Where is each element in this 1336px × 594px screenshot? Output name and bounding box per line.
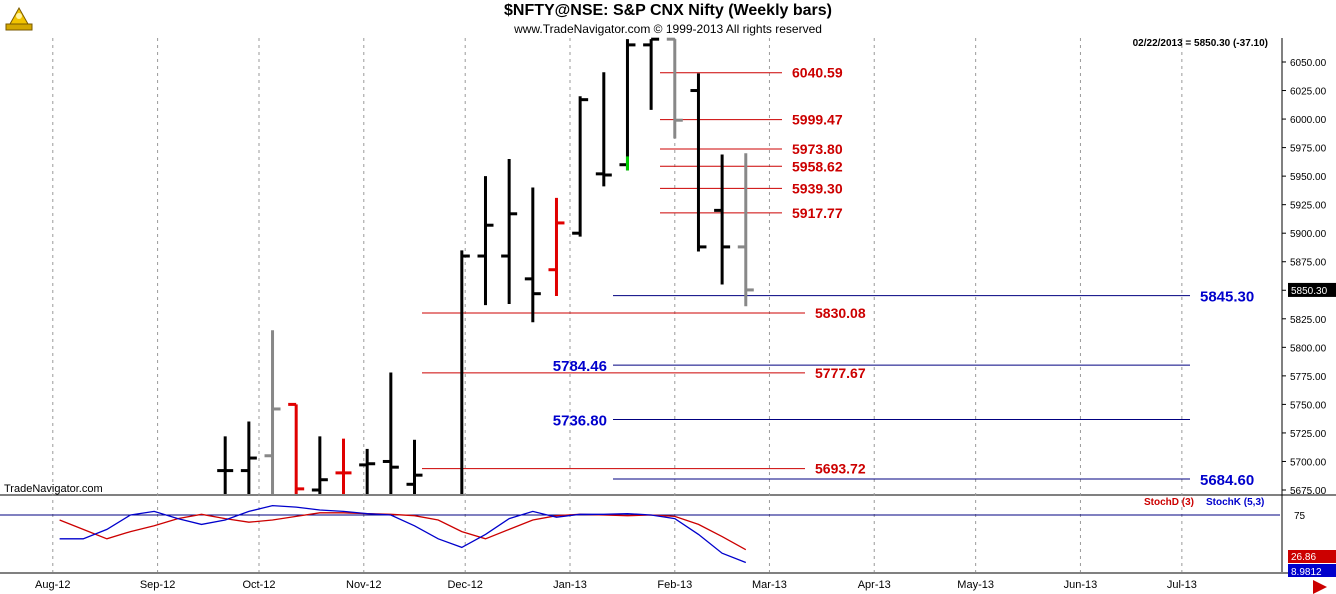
y-tick-label: 5825.00 [1290, 315, 1327, 326]
stoch-d-value-label: 26.86 [1291, 552, 1316, 563]
y-tick-label: 6050.00 [1290, 58, 1327, 69]
red-level-label: 5830.08 [815, 305, 866, 321]
y-tick-label: 5875.00 [1290, 258, 1327, 269]
red-level-label: 5939.30 [792, 180, 843, 196]
y-tick-label: 6000.00 [1290, 115, 1327, 126]
red-level-label: 5999.47 [792, 112, 843, 128]
y-tick-label: 5900.00 [1290, 229, 1327, 240]
x-tick-label: Dec-12 [447, 579, 482, 591]
x-tick-label: Nov-12 [346, 579, 381, 591]
blue-level-label: 5845.30 [1200, 289, 1254, 306]
red-level-label: 5958.62 [792, 158, 843, 174]
x-tick-label: Mar-13 [752, 579, 787, 591]
blue-level-label: 5684.60 [1200, 472, 1254, 489]
x-tick-label: Aug-12 [35, 579, 70, 591]
y-tick-label: 5800.00 [1290, 343, 1327, 354]
copyright-text: www.TradeNavigator.com © 1999-2013 All r… [514, 22, 822, 36]
y-tick-label: 5925.00 [1290, 201, 1327, 212]
last-price-label: 5850.30 [1291, 286, 1328, 297]
scroll-right-arrow-icon [1313, 580, 1327, 594]
x-tick-label: Feb-13 [657, 579, 692, 591]
y-tick-label: 5725.00 [1290, 429, 1327, 440]
y-tick-label: 5750.00 [1290, 400, 1327, 411]
blue-level-label: 5736.80 [553, 412, 607, 429]
last-quote-text: 02/22/2013 = 5850.30 (-37.10) [1133, 38, 1268, 49]
x-tick-label: Jan-13 [553, 579, 587, 591]
x-tick-label: Apr-13 [858, 579, 891, 591]
stoch-d-value-tag [1288, 550, 1336, 563]
stoch-k-line [59, 504, 747, 564]
y-tick-label: 5775.00 [1290, 372, 1327, 383]
stoch-k-legend: StochK (5,3) [1206, 497, 1264, 508]
red-level-label: 5973.80 [792, 141, 843, 157]
price-panel-bg [0, 38, 1280, 494]
red-level-label: 5777.67 [815, 365, 866, 381]
blue-level-label: 5784.46 [553, 358, 607, 375]
x-tick-label: Sep-12 [140, 579, 175, 591]
stoch-d-line [59, 512, 747, 551]
watermark-text: TradeNavigator.com [4, 483, 103, 495]
trade-navigator-logo-icon [5, 6, 33, 31]
last-price-tag [1288, 282, 1336, 297]
stoch-k-value-tag [1288, 564, 1336, 577]
y-tick-label: 5675.00 [1290, 486, 1327, 497]
y-tick-label: 6025.00 [1290, 87, 1327, 98]
x-tick-label: May-13 [957, 579, 994, 591]
red-level-label: 6040.59 [792, 65, 843, 81]
y-tick-label: 5950.00 [1290, 172, 1327, 183]
stoch-panel-bg [0, 497, 1280, 572]
x-tick-label: Jun-13 [1064, 579, 1098, 591]
y-tick-label: 5975.00 [1290, 144, 1327, 155]
red-level-label: 5917.77 [792, 205, 843, 221]
stoch-d-legend: StochD (3) [1144, 497, 1194, 508]
y-tick-label: 5700.00 [1290, 457, 1327, 468]
red-level-label: 5693.72 [815, 461, 866, 477]
stoch-y-tick-label: 75 [1294, 511, 1306, 522]
x-tick-label: Jul-13 [1167, 579, 1197, 591]
stoch-k-value-label: 8.9812 [1291, 567, 1322, 578]
chart-title: $NFTY@NSE: S&P CNX Nifty (Weekly bars) [504, 2, 832, 19]
x-tick-label: Oct-12 [242, 579, 275, 591]
